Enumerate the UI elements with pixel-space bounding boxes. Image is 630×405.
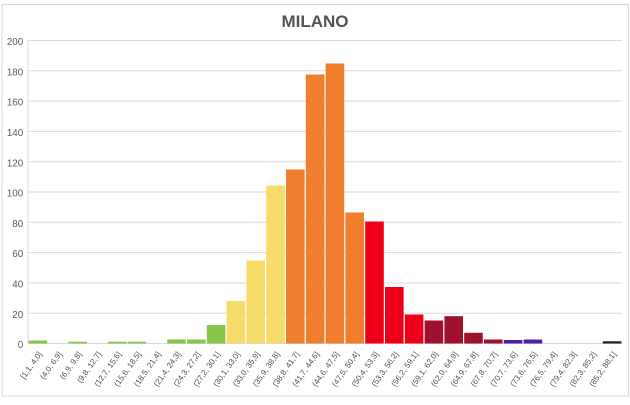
svg-text:200: 200 [7, 37, 24, 48]
svg-text:160: 160 [7, 98, 24, 109]
svg-text:140: 140 [7, 128, 24, 139]
svg-text:60: 60 [12, 249, 23, 260]
svg-text:MILANO: MILANO [281, 12, 348, 31]
svg-text:120: 120 [7, 158, 24, 169]
svg-text:100: 100 [7, 189, 24, 200]
svg-text:180: 180 [7, 67, 24, 78]
svg-text:20: 20 [12, 310, 23, 321]
svg-text:0: 0 [18, 340, 24, 351]
svg-text:40: 40 [12, 280, 23, 291]
svg-text:80: 80 [12, 219, 23, 230]
